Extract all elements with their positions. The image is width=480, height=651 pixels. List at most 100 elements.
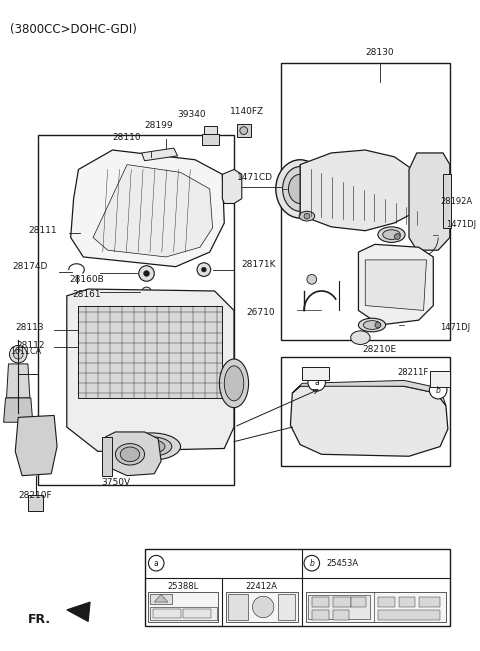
Circle shape [144, 271, 149, 277]
Text: 1471DJ: 1471DJ [446, 221, 476, 229]
Bar [333, 597, 351, 607]
Bar [153, 609, 180, 618]
Polygon shape [78, 305, 222, 398]
Bar [399, 597, 415, 607]
Ellipse shape [359, 318, 385, 332]
Bar [443, 174, 451, 228]
Circle shape [142, 287, 151, 297]
Ellipse shape [115, 443, 144, 465]
Bar [226, 592, 298, 622]
Bar [312, 610, 329, 620]
Bar [419, 597, 440, 607]
Text: 39340: 39340 [177, 109, 205, 118]
Ellipse shape [120, 447, 140, 462]
Polygon shape [300, 150, 429, 230]
Text: 28130: 28130 [365, 48, 394, 57]
Text: FR.: FR. [28, 613, 51, 626]
Bar [202, 133, 219, 145]
Ellipse shape [351, 331, 370, 344]
Circle shape [240, 127, 248, 135]
Circle shape [252, 596, 274, 618]
Ellipse shape [283, 167, 318, 212]
Text: 28174D: 28174D [12, 262, 48, 271]
Circle shape [430, 381, 447, 399]
Ellipse shape [122, 433, 180, 460]
Circle shape [304, 214, 310, 219]
Text: 28199: 28199 [144, 121, 172, 130]
Ellipse shape [383, 230, 400, 240]
Text: 28210F: 28210F [18, 491, 51, 499]
Text: 1140FZ: 1140FZ [229, 107, 264, 116]
Text: 3750V: 3750V [101, 478, 130, 487]
Text: 25453A: 25453A [326, 559, 359, 568]
Circle shape [10, 346, 27, 363]
Polygon shape [290, 384, 448, 456]
Circle shape [304, 555, 320, 571]
Polygon shape [292, 380, 446, 406]
Bar [150, 607, 216, 620]
Bar [237, 124, 251, 137]
Circle shape [307, 275, 317, 284]
Text: 28211F: 28211F [397, 368, 429, 377]
Circle shape [148, 555, 164, 571]
Text: 22412A: 22412A [245, 582, 277, 591]
Bar [183, 609, 211, 618]
Circle shape [308, 374, 325, 391]
Polygon shape [4, 398, 33, 422]
Text: 1471CD: 1471CD [237, 173, 273, 182]
Text: 28110: 28110 [113, 133, 142, 142]
Bar [281, 62, 450, 340]
Circle shape [144, 290, 148, 294]
Text: 1471DJ: 1471DJ [440, 324, 470, 333]
Bar [144, 549, 450, 626]
Bar [37, 135, 234, 486]
Polygon shape [71, 150, 224, 267]
Ellipse shape [219, 359, 249, 408]
Polygon shape [67, 602, 90, 622]
Ellipse shape [288, 174, 312, 204]
Bar [278, 594, 295, 620]
Text: (3800CC>DOHC-GDI): (3800CC>DOHC-GDI) [11, 23, 137, 36]
Circle shape [375, 322, 381, 328]
Polygon shape [365, 260, 427, 311]
Bar [333, 610, 348, 620]
Text: b: b [436, 385, 441, 395]
Bar [204, 126, 217, 135]
Polygon shape [142, 148, 178, 161]
Polygon shape [28, 495, 44, 510]
Polygon shape [106, 432, 161, 476]
Ellipse shape [138, 439, 165, 453]
Bar [228, 594, 248, 620]
Circle shape [139, 266, 154, 281]
Text: 1011CA: 1011CA [11, 347, 42, 355]
Bar [308, 595, 370, 618]
Bar [306, 592, 446, 622]
Circle shape [197, 263, 211, 277]
Polygon shape [102, 437, 112, 476]
Text: 28161: 28161 [72, 290, 100, 299]
Polygon shape [359, 244, 433, 325]
Text: a: a [154, 559, 158, 568]
Polygon shape [93, 165, 213, 257]
Ellipse shape [131, 437, 172, 456]
Text: 28112: 28112 [16, 341, 45, 350]
Bar [302, 367, 329, 380]
Polygon shape [409, 153, 450, 250]
Bar [378, 610, 440, 620]
Ellipse shape [224, 366, 244, 401]
Text: a: a [314, 378, 319, 387]
Text: 28210E: 28210E [363, 345, 397, 353]
Bar [281, 357, 450, 466]
Text: b: b [309, 559, 314, 568]
Circle shape [202, 267, 206, 272]
Bar [378, 597, 396, 607]
Polygon shape [154, 594, 168, 602]
Polygon shape [222, 169, 242, 204]
Circle shape [13, 350, 23, 359]
Text: 28113: 28113 [16, 324, 45, 333]
Bar [351, 597, 366, 607]
Ellipse shape [363, 321, 381, 329]
Text: 28192A: 28192A [440, 197, 472, 206]
Text: 25388L: 25388L [168, 582, 199, 591]
Text: 26710: 26710 [246, 308, 275, 317]
